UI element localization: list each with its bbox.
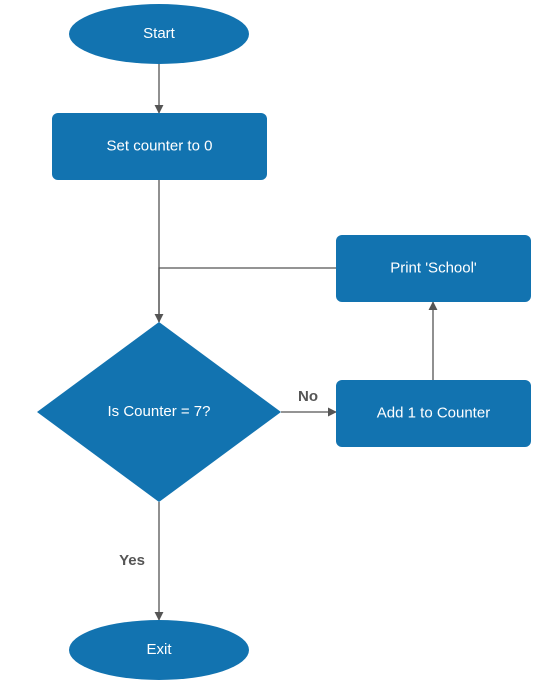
node-decision: Is Counter = 7?	[37, 322, 281, 502]
node-print-label: Print 'School'	[390, 259, 477, 276]
edge-label-e3: No	[298, 388, 318, 405]
node-exit: Exit	[69, 620, 249, 680]
node-exit-label: Exit	[146, 641, 172, 658]
nodes-group: Start Set counter to 0 Is Counter = 7? Add …	[37, 4, 531, 680]
node-add-label: Add 1 to Counter	[377, 404, 490, 421]
node-start: Start	[69, 4, 249, 64]
node-start-label: Start	[143, 25, 176, 42]
edge-e5	[159, 268, 336, 322]
node-decision-label: Is Counter = 7?	[108, 403, 211, 420]
edge-label-e6: Yes	[119, 552, 145, 569]
node-setctr: Set counter to 0	[52, 113, 267, 180]
flowchart-canvas: Start Set counter to 0 Is Counter = 7? Add …	[0, 0, 549, 689]
node-print: Print 'School'	[336, 235, 531, 302]
node-add: Add 1 to Counter	[336, 380, 531, 447]
node-setctr-label: Set counter to 0	[107, 137, 213, 154]
